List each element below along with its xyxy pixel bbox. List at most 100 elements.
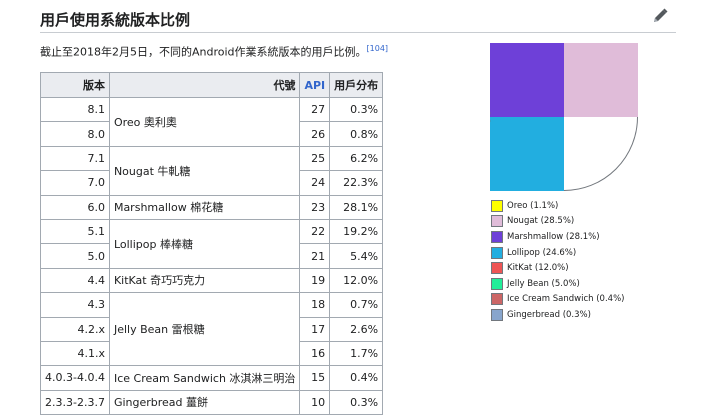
api-cell: 21: [299, 243, 331, 269]
reference-superscript: [104]: [367, 43, 389, 54]
legend-swatch: [491, 230, 503, 243]
pie-quadrant-top-right: [564, 43, 638, 117]
api-cell: 18: [299, 292, 331, 318]
legend-item: Nougat (28.5%): [491, 214, 624, 230]
table-row: 8.0 26 0.8%: [40, 121, 384, 147]
legend-label: Lollipop (24.6%): [507, 247, 577, 258]
legend-item: KitKat (12.0%): [491, 260, 624, 276]
legend-item: Oreo (1.1%): [491, 198, 624, 214]
version-cell: 6.0: [40, 194, 110, 220]
api-cell: 10: [299, 389, 331, 416]
table-row: 4.0.3-4.0.4 Ice Cream Sandwich 冰淇淋三明治 15 0.…: [40, 365, 384, 391]
legend-label: Gingerbread (0.3%): [507, 309, 591, 320]
share-cell: 28.1%: [329, 194, 384, 220]
share-cell: 6.2%: [329, 145, 384, 172]
header-api[interactable]: API: [299, 72, 331, 98]
table-row: 5.0 21 5.4%: [40, 243, 384, 269]
pie-outline-arc: [563, 116, 638, 191]
version-cell: 4.3: [40, 292, 110, 318]
reference-link[interactable]: [104]: [366, 44, 389, 53]
share-cell: 0.3%: [329, 389, 384, 416]
pie-quadrant-top-left: [490, 43, 564, 117]
table-row: 4.2.x 17 2.6%: [40, 316, 384, 342]
api-cell: 22: [299, 218, 331, 245]
table-row: 6.0 Marshmallow 棉花糖 23 28.1%: [40, 194, 384, 220]
codename-cell: Jelly Bean 雷根糖: [108, 292, 301, 367]
version-cell: 2.3.3-2.3.7: [40, 389, 110, 416]
edit-button[interactable]: [650, 6, 670, 26]
version-cell: 4.0.3-4.0.4: [40, 365, 110, 391]
header-version: 版本: [40, 72, 110, 98]
api-cell: 26: [299, 121, 331, 147]
header-codename: 代號: [108, 72, 301, 98]
version-cell: 7.0: [40, 170, 110, 196]
table-row: 5.1 Lollipop 棒棒糖 22 19.2%: [40, 218, 384, 269]
legend-item: Gingerbread (0.3%): [491, 307, 624, 323]
version-pie-chart: [490, 43, 638, 191]
share-cell: 0.3%: [329, 96, 384, 123]
legend-swatch: [491, 308, 503, 321]
legend-item: Jelly Bean (5.0%): [491, 276, 624, 292]
table-row: 7.1 Nougat 牛軋糖 25 6.2%: [40, 145, 384, 196]
share-cell: 0.8%: [329, 121, 384, 147]
version-cell: 4.2.x: [40, 316, 110, 342]
legend-item: Marshmallow (28.1%): [491, 229, 624, 245]
section-heading: 用戶使用系統版本比例: [40, 11, 191, 29]
chart-legend: Oreo (1.1%) Nougat (28.5%) Marshmallow (28…: [491, 198, 624, 323]
legend-label: Ice Cream Sandwich (0.4%): [507, 294, 625, 305]
header-share: 用戶分布: [329, 72, 384, 98]
share-cell: 22.3%: [329, 170, 384, 196]
table-row: 8.1 Oreo 奧利奧 27 0.3%: [40, 96, 384, 147]
version-cell: 8.1: [40, 96, 110, 123]
legend-label: Nougat (28.5%): [507, 216, 575, 227]
share-cell: 5.4%: [329, 243, 384, 269]
api-cell: 19: [299, 267, 331, 294]
pencil-icon: [654, 8, 668, 22]
share-cell: 1.7%: [329, 340, 384, 367]
legend-item: Lollipop (24.6%): [491, 245, 624, 261]
api-link[interactable]: API: [304, 78, 326, 92]
codename-cell: Ice Cream Sandwich 冰淇淋三明治: [108, 365, 301, 391]
legend-item: Ice Cream Sandwich (0.4%): [491, 292, 624, 308]
api-cell: 16: [299, 340, 331, 367]
share-cell: 19.2%: [329, 218, 384, 245]
api-cell: 23: [299, 194, 331, 220]
codename-cell: Lollipop 棒棒糖: [108, 218, 301, 269]
pie-quadrant-bottom-left: [490, 117, 564, 191]
share-cell: 0.4%: [329, 365, 384, 391]
version-cell: 5.1: [40, 218, 110, 245]
legend-swatch: [491, 246, 503, 259]
share-cell: 0.7%: [329, 292, 384, 318]
share-cell: 2.6%: [329, 316, 384, 342]
legend-swatch: [491, 277, 503, 290]
codename-cell: Marshmallow 棉花糖: [108, 194, 301, 220]
api-cell: 17: [299, 316, 331, 342]
intro-paragraph: 截止至2018年2月5日，不同的Android作業系統版本的用戶比例。[104]: [40, 43, 388, 60]
legend-label: Marshmallow (28.1%): [507, 231, 600, 242]
table-row: 2.3.3-2.3.7 Gingerbread 薑餅 10 0.3%: [40, 389, 384, 416]
legend-label: Jelly Bean (5.0%): [507, 278, 580, 289]
legend-label: KitKat (12.0%): [507, 263, 569, 274]
share-cell: 12.0%: [329, 267, 384, 294]
intro-text: 截止至2018年2月5日，不同的Android作業系統版本的用戶比例。: [40, 45, 367, 59]
codename-cell: KitKat 奇巧巧克力: [108, 267, 301, 294]
legend-swatch: [491, 293, 503, 306]
legend-swatch: [491, 262, 503, 275]
legend-label: Oreo (1.1%): [507, 200, 559, 211]
api-cell: 24: [299, 170, 331, 196]
table-row: 4.1.x 16 1.7%: [40, 340, 384, 367]
table-row: 4.3 Jelly Bean 雷根糖 18 0.7%: [40, 292, 384, 367]
api-cell: 15: [299, 365, 331, 391]
codename-cell: Gingerbread 薑餅: [108, 389, 301, 416]
pie-quadrant-bottom-right: [564, 117, 638, 191]
version-distribution-table: 版本 代號 API 用戶分布 8.1 Oreo 奧利奧 27 0.3% 8.0 26 0.8…: [40, 72, 384, 416]
version-cell: 7.1: [40, 145, 110, 172]
version-cell: 8.0: [40, 121, 110, 147]
codename-cell: Nougat 牛軋糖: [108, 145, 301, 196]
table-header-row: 版本 代號 API 用戶分布: [40, 72, 384, 98]
version-cell: 4.4: [40, 267, 110, 294]
table-body: 8.1 Oreo 奧利奧 27 0.3% 8.0 26 0.8% 7.1 Nougat 牛軋糖 2…: [40, 96, 384, 416]
api-cell: 27: [299, 96, 331, 123]
legend-swatch: [491, 215, 503, 228]
heading-divider: [40, 32, 676, 33]
